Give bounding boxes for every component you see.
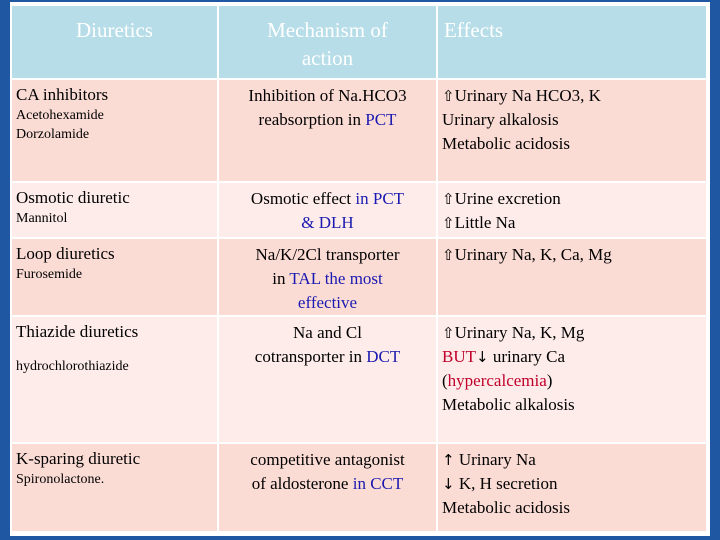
- effect-value: K, H secretion: [458, 473, 558, 493]
- mechanism-cell: Inhibition of Na.HCO3 reabsorption in PC…: [219, 80, 436, 181]
- mechanism-part: Osmotic effect: [250, 188, 356, 208]
- mechanism-cell: Na/K/2Cl transporter in TAL the most eff…: [219, 238, 436, 316]
- drug-cell: CA inhibitors Acetohexamide Dorzolamide: [12, 80, 217, 181]
- mechanism-text: competitive antagonist of aldosterone in…: [219, 444, 436, 496]
- effect-line: ⇧Urine excretion: [442, 187, 706, 211]
- drug-cell: Loop diuretics Furosemide: [12, 238, 217, 316]
- effects-cell: ⇧Urinary Na, K, Mg BUT↓ urinary Ca (hype…: [438, 317, 706, 442]
- table-row: CA inhibitors Acetohexamide Dorzolamide …: [12, 80, 706, 181]
- effect-line: ↑ Urinary Na: [442, 448, 706, 472]
- up-outline-arrow-icon: ⇧: [442, 213, 455, 232]
- effect-line: ⇧Urinary Na, K, Ca, Mg: [442, 243, 706, 267]
- effect-line: Metabolic acidosis: [442, 134, 570, 154]
- mechanism-cell: Osmotic effect in PCT & DLH: [219, 182, 436, 237]
- drug-example: Mannitol: [16, 210, 68, 226]
- effect-emphasis: BUT: [442, 347, 476, 367]
- drug-example: Acetohexamide: [16, 108, 104, 124]
- mechanism-text: Inhibition of Na.HCO3 reabsorption in PC…: [219, 80, 436, 132]
- mechanism-site: DCT: [366, 347, 401, 367]
- mechanism-cell: competitive antagonist of aldosterone in…: [219, 443, 436, 531]
- up-outline-arrow-icon: ⇧: [442, 87, 455, 106]
- drug-example: Spironolactone.: [16, 471, 105, 487]
- mechanism-part: Na/K/2Cl transporter: [255, 244, 400, 264]
- table-row: Loop diuretics Furosemide Na/K/2Cl trans…: [12, 238, 706, 316]
- up-outline-arrow-icon: ⇧: [442, 324, 455, 343]
- mechanism-cell: Na and Cl cotransporter in DCT: [219, 317, 436, 442]
- mechanism-part: of aldosterone: [251, 473, 353, 493]
- header-row: Diuretics Mechanism of action Effects: [12, 6, 706, 79]
- effects-text: ⇧Urine excretion ⇧Little Na: [442, 183, 706, 235]
- effect-line: Metabolic alkalosis: [442, 395, 575, 415]
- mechanism-part: competitive antagonist: [250, 449, 405, 469]
- effect-punct: (: [442, 371, 448, 391]
- header-mechanism-line2: action: [301, 46, 354, 70]
- effects-cell: ↑ Urinary Na ↓ K, H secretion Metabolic …: [438, 443, 706, 531]
- effect-value: Urinary Na: [458, 449, 536, 469]
- effect-line: Metabolic acidosis: [442, 497, 570, 517]
- header-effects: Effects: [438, 6, 706, 79]
- effect-value: Urinary Na, K, Ca, Mg: [454, 244, 612, 264]
- drug-name: Loop diuretics: [16, 243, 115, 263]
- mechanism-site: effective: [297, 292, 358, 312]
- effects-text: ⇧Urinary Na, K, Mg BUT↓ urinary Ca (hype…: [442, 317, 706, 417]
- effect-value: Little Na: [454, 212, 516, 232]
- mechanism-text: Na/K/2Cl transporter in TAL the most eff…: [219, 239, 436, 315]
- mechanism-site: & DLH: [301, 212, 354, 232]
- drug-name: Osmotic diuretic: [16, 187, 130, 207]
- drug-cell: Thiazide diuretics hydrochlorothiazide: [12, 317, 217, 442]
- header-mechanism-line1: Mechanism of: [267, 18, 388, 42]
- down-arrow-icon: ↓: [476, 348, 489, 367]
- effect-line: ↓ K, H secretion: [442, 472, 706, 496]
- drug-name: Thiazide diuretics: [16, 322, 139, 342]
- mechanism-part: Inhibition of Na.HCO3: [248, 86, 407, 106]
- drug-name: K-sparing diuretic: [16, 448, 141, 468]
- down-arrow-icon: ↓: [442, 474, 455, 493]
- mechanism-text: Na and Cl cotransporter in DCT: [219, 317, 436, 369]
- drug-cell: Osmotic diuretic Mannitol: [12, 182, 217, 237]
- diuretics-table: Diuretics Mechanism of action Effects CA…: [10, 4, 708, 533]
- header-diuretics: Diuretics: [12, 6, 217, 79]
- effect-punct: ): [546, 371, 553, 391]
- effect-line: ⇧Urinary Na HCO3, K: [442, 84, 706, 108]
- mechanism-site: in PCT: [355, 188, 405, 208]
- mechanism-part: in: [272, 268, 290, 288]
- header-mechanism: Mechanism of action: [219, 6, 436, 79]
- effects-text: ⇧Urinary Na HCO3, K Urinary alkalosis Me…: [442, 80, 706, 156]
- table-row: Osmotic diuretic Mannitol Osmotic effect…: [12, 182, 706, 237]
- effect-line: (hypercalcemia): [442, 369, 706, 393]
- effect-line: ⇧Urinary Na, K, Mg: [442, 321, 706, 345]
- effects-text: ↑ Urinary Na ↓ K, H secretion Metabolic …: [442, 444, 706, 520]
- effect-emphasis: hypercalcemia: [447, 371, 547, 391]
- mechanism-site: TAL the most: [289, 268, 383, 288]
- mechanism-text: Osmotic effect in PCT & DLH: [219, 183, 436, 235]
- effects-cell: ⇧Urinary Na, K, Ca, Mg: [438, 238, 706, 316]
- up-outline-arrow-icon: ⇧: [442, 189, 455, 208]
- up-outline-arrow-icon: ⇧: [442, 245, 455, 264]
- drug-example: Furosemide: [16, 266, 83, 282]
- drug-example: Dorzolamide: [16, 127, 90, 143]
- effects-cell: ⇧Urinary Na HCO3, K Urinary alkalosis Me…: [438, 80, 706, 181]
- mechanism-part: cotransporter in: [254, 347, 367, 367]
- effect-value: Urinary Na, K, Mg: [454, 323, 585, 343]
- table-row: K-sparing diuretic Spironolactone. compe…: [12, 443, 706, 531]
- mechanism-part: Na and Cl: [293, 323, 362, 343]
- effect-value: Urine excretion: [454, 188, 561, 208]
- effect-line: ⇧Little Na: [442, 211, 706, 235]
- effect-line: BUT↓ urinary Ca: [442, 345, 706, 369]
- effect-value: Urinary Na HCO3, K: [454, 86, 601, 106]
- table-row: Thiazide diuretics hydrochlorothiazide N…: [12, 317, 706, 442]
- drug-name: CA inhibitors: [16, 85, 109, 105]
- spacer: [16, 343, 217, 357]
- effects-text: ⇧Urinary Na, K, Ca, Mg: [442, 239, 706, 267]
- effect-line: Urinary alkalosis: [442, 110, 559, 130]
- effect-value: urinary Ca: [488, 347, 566, 367]
- effects-cell: ⇧Urine excretion ⇧Little Na: [438, 182, 706, 237]
- drug-cell: K-sparing diuretic Spironolactone.: [12, 443, 217, 531]
- mechanism-site: in CCT: [352, 473, 404, 493]
- mechanism-part: reabsorption in: [258, 110, 366, 130]
- drug-example: hydrochlorothiazide: [16, 359, 129, 375]
- mechanism-site: PCT: [365, 110, 397, 130]
- up-arrow-icon: ↑: [442, 450, 455, 469]
